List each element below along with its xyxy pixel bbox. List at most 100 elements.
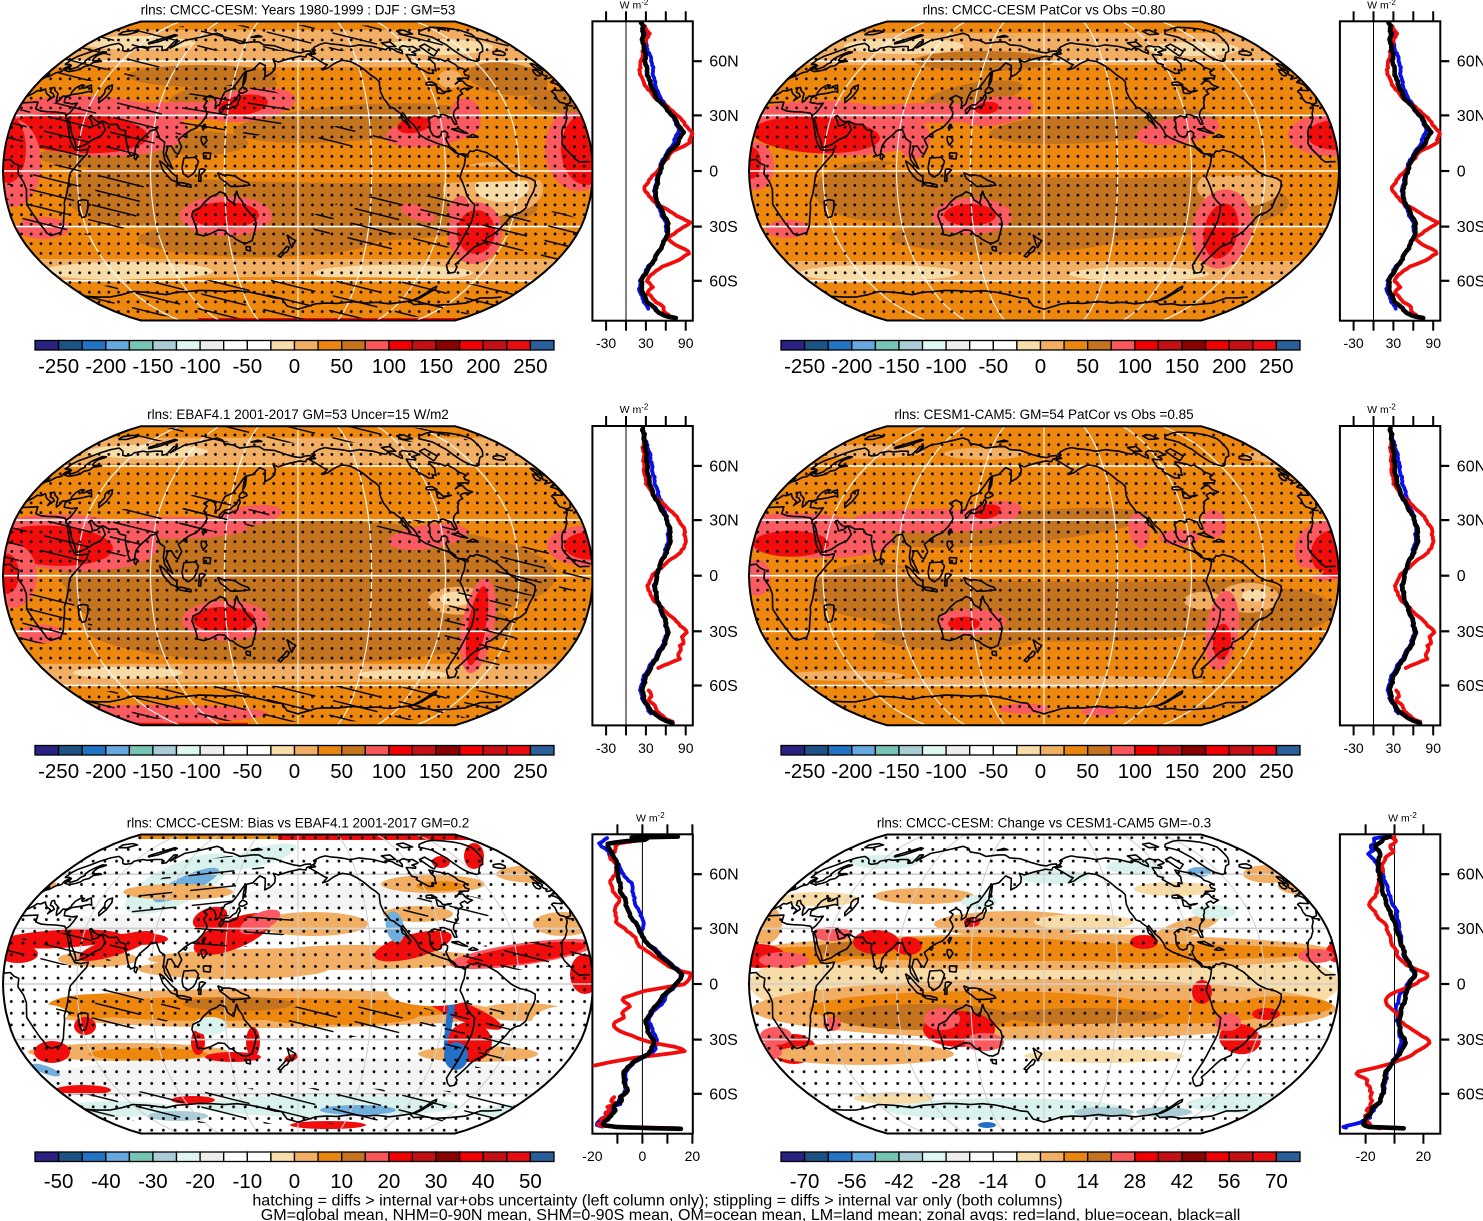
svg-text:-70: -70 [790, 1170, 820, 1193]
svg-text:-150: -150 [878, 355, 919, 378]
svg-text:200: 200 [466, 355, 500, 378]
svg-text:30S: 30S [1457, 219, 1483, 236]
svg-text:150: 150 [419, 355, 453, 378]
svg-text:-40: -40 [91, 1170, 121, 1193]
svg-text:-20: -20 [1355, 1148, 1375, 1164]
svg-text:56: 56 [1218, 1170, 1241, 1193]
svg-text:30N: 30N [709, 513, 738, 530]
svg-text:60S: 60S [709, 273, 737, 290]
svg-text:0: 0 [709, 977, 718, 994]
svg-text:-150: -150 [132, 760, 173, 783]
svg-text:-14: -14 [978, 1170, 1008, 1193]
svg-text:90: 90 [1425, 740, 1441, 756]
svg-text:90: 90 [678, 740, 694, 756]
svg-text:hatching = diffs > internal va: hatching = diffs > internal var+obs unce… [252, 1192, 1062, 1210]
svg-text:rlns: CMCC-CESM PatCor vs Obs: rlns: CMCC-CESM PatCor vs Obs =0.80 [923, 3, 1166, 18]
svg-text:0: 0 [709, 568, 718, 585]
svg-text:30N: 30N [1457, 513, 1483, 530]
svg-text:-250: -250 [38, 760, 79, 783]
svg-text:-50: -50 [232, 760, 262, 783]
svg-text:0: 0 [289, 355, 300, 378]
svg-text:-30: -30 [596, 335, 616, 351]
svg-text:200: 200 [466, 760, 500, 783]
svg-text:20: 20 [377, 1170, 400, 1193]
svg-text:60S: 60S [1457, 273, 1483, 290]
svg-text:-30: -30 [1343, 335, 1363, 351]
svg-text:-50: -50 [978, 760, 1008, 783]
svg-text:-250: -250 [784, 355, 825, 378]
svg-text:-56: -56 [837, 1170, 867, 1193]
svg-text:30N: 30N [1457, 921, 1483, 938]
svg-text:100: 100 [1118, 355, 1152, 378]
svg-text:40: 40 [472, 1170, 495, 1193]
svg-text:0: 0 [1457, 164, 1466, 181]
svg-text:30: 30 [1386, 740, 1402, 756]
svg-text:100: 100 [1118, 760, 1152, 783]
svg-text:60S: 60S [709, 678, 737, 695]
svg-text:-250: -250 [784, 760, 825, 783]
svg-text:42: 42 [1171, 1170, 1194, 1193]
svg-text:-250: -250 [38, 355, 79, 378]
svg-text:50: 50 [1076, 355, 1099, 378]
svg-text:0: 0 [709, 164, 718, 181]
svg-text:30: 30 [638, 335, 654, 351]
svg-text:-28: -28 [931, 1170, 961, 1193]
svg-text:30S: 30S [709, 624, 737, 641]
svg-text:30S: 30S [709, 219, 737, 236]
svg-text:-30: -30 [138, 1170, 168, 1193]
svg-text:0: 0 [639, 1148, 647, 1164]
svg-text:30S: 30S [1457, 624, 1483, 641]
svg-text:-30: -30 [596, 740, 616, 756]
svg-text:0: 0 [1035, 355, 1046, 378]
svg-text:-42: -42 [884, 1170, 914, 1193]
svg-text:W m-2: W m-2 [620, 0, 649, 11]
svg-text:14: 14 [1076, 1170, 1099, 1193]
svg-text:150: 150 [1165, 760, 1199, 783]
svg-text:200: 200 [1212, 355, 1246, 378]
svg-text:-100: -100 [926, 355, 967, 378]
svg-text:20: 20 [685, 1148, 701, 1164]
svg-text:60S: 60S [1457, 678, 1483, 695]
svg-text:250: 250 [1259, 760, 1293, 783]
svg-text:-10: -10 [232, 1170, 262, 1193]
svg-text:30N: 30N [709, 108, 738, 125]
svg-text:60N: 60N [1457, 54, 1483, 71]
svg-text:30: 30 [1386, 335, 1402, 351]
svg-text:-150: -150 [132, 355, 173, 378]
svg-text:60S: 60S [1457, 1086, 1483, 1103]
svg-text:-200: -200 [831, 760, 872, 783]
svg-text:30: 30 [425, 1170, 448, 1193]
svg-text:20: 20 [1416, 1148, 1432, 1164]
svg-text:-50: -50 [978, 355, 1008, 378]
svg-text:-50: -50 [232, 355, 262, 378]
svg-text:0: 0 [1457, 977, 1466, 994]
svg-text:28: 28 [1123, 1170, 1146, 1193]
svg-text:0: 0 [1035, 1170, 1046, 1193]
svg-text:W m-2: W m-2 [1367, 0, 1396, 11]
svg-text:-150: -150 [878, 760, 919, 783]
svg-text:50: 50 [1076, 760, 1099, 783]
svg-text:90: 90 [678, 335, 694, 351]
svg-text:0: 0 [289, 760, 300, 783]
svg-text:250: 250 [513, 355, 547, 378]
svg-text:-100: -100 [926, 760, 967, 783]
svg-text:30S: 30S [1457, 1032, 1483, 1049]
svg-text:rlns: CMCC-CESM: Change vs CES: rlns: CMCC-CESM: Change vs CESM1-CAM5 GM… [877, 816, 1211, 831]
svg-text:50: 50 [330, 760, 353, 783]
svg-text:250: 250 [1259, 355, 1293, 378]
svg-text:30S: 30S [709, 1032, 737, 1049]
svg-text:10: 10 [330, 1170, 353, 1193]
svg-text:200: 200 [1212, 760, 1246, 783]
svg-text:0: 0 [1457, 568, 1466, 585]
svg-text:30N: 30N [709, 921, 738, 938]
svg-text:30N: 30N [1457, 108, 1483, 125]
svg-text:-200: -200 [85, 355, 126, 378]
svg-text:-100: -100 [180, 355, 221, 378]
svg-text:-20: -20 [582, 1148, 602, 1164]
svg-text:60N: 60N [1457, 867, 1483, 884]
svg-text:rlns: CESM1-CAM5: GM=54 PatCor: rlns: CESM1-CAM5: GM=54 PatCor vs Obs =0… [894, 407, 1193, 422]
svg-text:-30: -30 [1343, 740, 1363, 756]
svg-text:90: 90 [1425, 335, 1441, 351]
svg-text:rlns: CMCC-CESM: Bias vs EBAF4: rlns: CMCC-CESM: Bias vs EBAF4.1 2001-20… [127, 816, 470, 831]
svg-text:60N: 60N [709, 867, 738, 884]
